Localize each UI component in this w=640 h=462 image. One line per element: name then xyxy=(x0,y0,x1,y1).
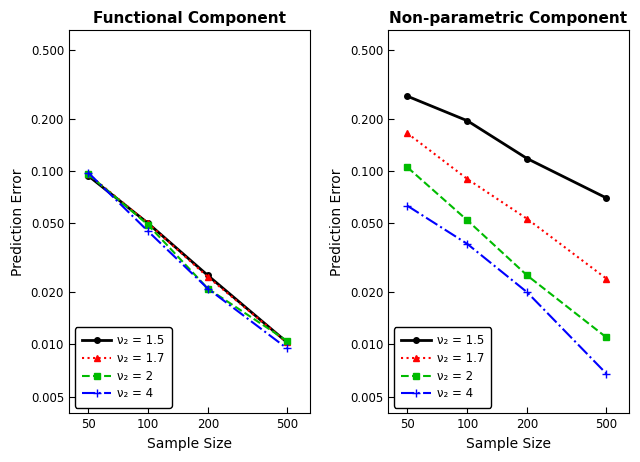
ν₂ = 1.5 xyxy=(204,273,212,278)
Y-axis label: Prediction Error: Prediction Error xyxy=(11,168,25,275)
ν₂ = 4 xyxy=(204,286,212,292)
ν₂ = 1.5 xyxy=(404,93,412,99)
ν₂ = 4 xyxy=(404,203,412,209)
ν₂ = 1.7 xyxy=(283,340,291,345)
Line: ν₂ = 4: ν₂ = 4 xyxy=(403,202,611,377)
ν₂ = 1.5 xyxy=(283,340,291,345)
ν₂ = 4 xyxy=(524,290,531,295)
ν₂ = 1.5 xyxy=(524,156,531,161)
Title: Functional Component: Functional Component xyxy=(93,11,285,26)
X-axis label: Sample Size: Sample Size xyxy=(466,437,551,451)
Line: ν₂ = 1.7: ν₂ = 1.7 xyxy=(84,170,291,346)
ν₂ = 1.5 xyxy=(463,118,471,123)
ν₂ = 2 xyxy=(463,218,471,223)
ν₂ = 1.7 xyxy=(144,220,152,226)
ν₂ = 2 xyxy=(144,222,152,227)
ν₂ = 2 xyxy=(283,338,291,344)
Y-axis label: Prediction Error: Prediction Error xyxy=(330,168,344,275)
ν₂ = 1.7 xyxy=(84,171,92,177)
Legend: ν₂ = 1.5, ν₂ = 1.7, ν₂ = 2, ν₂ = 4: ν₂ = 1.5, ν₂ = 1.7, ν₂ = 2, ν₂ = 4 xyxy=(394,327,491,407)
ν₂ = 2 xyxy=(404,164,412,170)
ν₂ = 1.7 xyxy=(204,274,212,280)
ν₂ = 1.7 xyxy=(524,216,531,222)
ν₂ = 2 xyxy=(602,334,610,340)
X-axis label: Sample Size: Sample Size xyxy=(147,437,232,451)
ν₂ = 1.7 xyxy=(602,276,610,281)
Line: ν₂ = 2: ν₂ = 2 xyxy=(404,164,609,340)
ν₂ = 1.7 xyxy=(404,131,412,136)
ν₂ = 4 xyxy=(283,346,291,351)
ν₂ = 4 xyxy=(144,228,152,234)
ν₂ = 4 xyxy=(463,241,471,247)
Line: ν₂ = 1.5: ν₂ = 1.5 xyxy=(85,173,290,345)
ν₂ = 4 xyxy=(602,371,610,376)
ν₂ = 1.5 xyxy=(602,195,610,201)
Line: ν₂ = 4: ν₂ = 4 xyxy=(84,168,291,353)
ν₂ = 2 xyxy=(84,171,92,177)
ν₂ = 1.5 xyxy=(84,173,92,178)
ν₂ = 2 xyxy=(204,286,212,292)
Line: ν₂ = 1.7: ν₂ = 1.7 xyxy=(404,130,610,282)
Line: ν₂ = 1.5: ν₂ = 1.5 xyxy=(404,93,609,201)
Line: ν₂ = 2: ν₂ = 2 xyxy=(85,171,290,344)
ν₂ = 2 xyxy=(524,273,531,278)
ν₂ = 4 xyxy=(84,170,92,175)
ν₂ = 1.7 xyxy=(463,176,471,182)
ν₂ = 1.5 xyxy=(144,220,152,226)
Legend: ν₂ = 1.5, ν₂ = 1.7, ν₂ = 2, ν₂ = 4: ν₂ = 1.5, ν₂ = 1.7, ν₂ = 2, ν₂ = 4 xyxy=(75,327,172,407)
Title: Non-parametric Component: Non-parametric Component xyxy=(390,11,628,26)
